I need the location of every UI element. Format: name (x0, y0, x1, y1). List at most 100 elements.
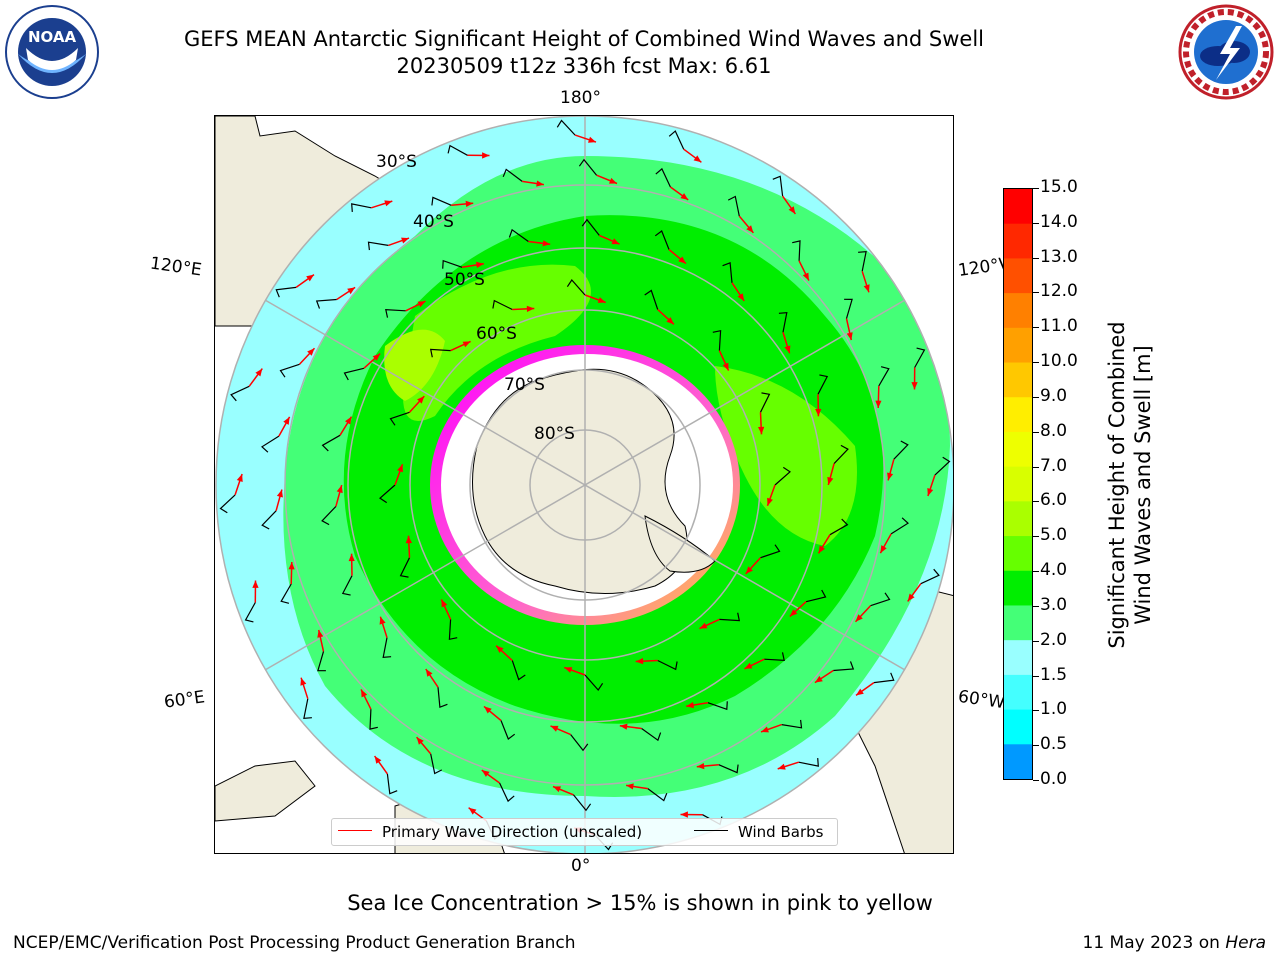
wave-arrow-head (526, 305, 535, 312)
colorbar-segment (1004, 674, 1032, 711)
wind-barb (792, 240, 801, 261)
wind-barb (315, 298, 337, 309)
wind-barb (261, 435, 280, 453)
wave-arrow-head (846, 332, 853, 341)
wave-arrow-head (880, 545, 887, 554)
colorbar-tick-label: 5.0 (1040, 525, 1068, 546)
wind-barb (712, 329, 722, 351)
wave-arrow-head (746, 225, 754, 233)
wave-arrow-head (300, 677, 307, 686)
wave-arrow-head (626, 783, 634, 790)
wave-arrow-head (374, 756, 382, 764)
wave-arrow-head (484, 706, 492, 714)
colorbar-tick-mark (1033, 780, 1039, 781)
wind-barb (719, 612, 741, 622)
wave-arrow-head (496, 645, 504, 653)
wave-arrow-head (855, 614, 863, 622)
wave-arrow-head (236, 474, 243, 482)
colorbar-tick-mark (1033, 501, 1039, 503)
wind-barb (778, 312, 788, 333)
wind-barb (385, 309, 406, 318)
wave-arrow-head (336, 485, 343, 494)
lat-label-70: 70°S (504, 375, 545, 395)
lon-label-top: 180° (560, 88, 601, 108)
wind-barb (873, 672, 895, 684)
wave-arrow-head (379, 616, 386, 625)
lon-label-upper-left: 120°E (148, 253, 203, 281)
wave-arrow-head (416, 737, 424, 745)
wind-barb (369, 709, 378, 730)
wave-arrow-head (597, 297, 606, 303)
wind-barb (429, 348, 451, 358)
wave-arrow-head (680, 193, 689, 200)
wave-arrow-head (814, 675, 823, 683)
colorbar-label-line2: Wind Waves and Swell [m] (1131, 345, 1155, 625)
wind-barb (351, 203, 372, 212)
colorbar-segment (1004, 605, 1032, 641)
legend-wind-entry: Wind Barbs (694, 823, 823, 841)
colorbar (1003, 188, 1033, 780)
colorbar-tick-label: 4.0 (1040, 560, 1068, 581)
wave-arrow-head (441, 599, 448, 608)
colorbar-tick-mark (1033, 640, 1039, 642)
wave-band-6-7 (384, 329, 445, 401)
colorbar-tick-label: 14.0 (1040, 211, 1078, 232)
wave-arrow-head (856, 688, 864, 696)
chart-title: GEFS MEAN Antarctic Significant Height o… (183, 27, 985, 51)
colorbar-tick-label: 8.0 (1040, 420, 1068, 441)
wind-barb (303, 698, 312, 719)
wind-barb (280, 583, 292, 604)
colorbar-segment (1004, 397, 1032, 433)
wave-arrow-head (722, 362, 729, 371)
wave-arrow-head (361, 689, 368, 698)
wave-arrow-head (761, 726, 769, 733)
wind-barb (343, 367, 365, 381)
colorbar-segment (1004, 327, 1032, 364)
wind-barb (920, 568, 940, 585)
colorbar-segment (1004, 466, 1032, 502)
wind-barb (584, 674, 604, 691)
colorbar-tick-mark (1033, 571, 1039, 573)
wave-arrow-head (745, 566, 753, 574)
wind-barb (914, 347, 926, 368)
wave-arrow-head (401, 237, 409, 244)
wind-barb (647, 788, 668, 802)
wind-barb (508, 228, 529, 242)
colorbar-tick-label: 7.0 (1040, 455, 1068, 476)
colorbar-tick-mark (1033, 466, 1039, 468)
wave-arrow-head (345, 416, 352, 425)
wind-barb (578, 158, 598, 176)
wind-barb (502, 168, 523, 182)
wind-barb (655, 167, 671, 188)
wave-arrow-head (666, 317, 674, 325)
wave-arrow-head (347, 287, 356, 295)
map-canvas (215, 116, 953, 853)
wave-arrow-head (678, 256, 686, 264)
wave-arrow-head (696, 763, 705, 770)
colorbar-tick-mark (1033, 188, 1039, 189)
wave-arrow-head (465, 200, 474, 207)
wave-arrow-head (619, 723, 628, 730)
wave-arrow-head (887, 472, 894, 481)
wind-barb (447, 144, 468, 156)
wind-barb (829, 518, 849, 536)
wave-arrow-head (758, 426, 765, 435)
colorbar-label: Significant Height of Combined Wind Wave… (1104, 275, 1156, 695)
wave-arrow-head (307, 348, 315, 356)
noaa-logo: NOAA (5, 5, 99, 99)
wave-arrow-head (927, 488, 934, 496)
wind-barb (244, 602, 256, 623)
wave-arrow-head (384, 200, 393, 207)
wave-arrow-head (611, 238, 620, 245)
map-frame (214, 115, 954, 854)
colorbar-tick-label: 2.0 (1040, 629, 1068, 650)
colorbar-tick-label: 1.0 (1040, 699, 1068, 720)
colorbar-segment (1004, 570, 1032, 606)
wave-arrow-head (788, 206, 796, 214)
wind-barb (890, 517, 909, 535)
footer-date-text: 11 May 2023 on (1082, 933, 1226, 953)
wind-barb (279, 363, 300, 378)
wave-arrow-head (699, 622, 708, 629)
wind-barb (772, 175, 784, 197)
colorbar-label-line1: Significant Height of Combined (1105, 321, 1129, 649)
